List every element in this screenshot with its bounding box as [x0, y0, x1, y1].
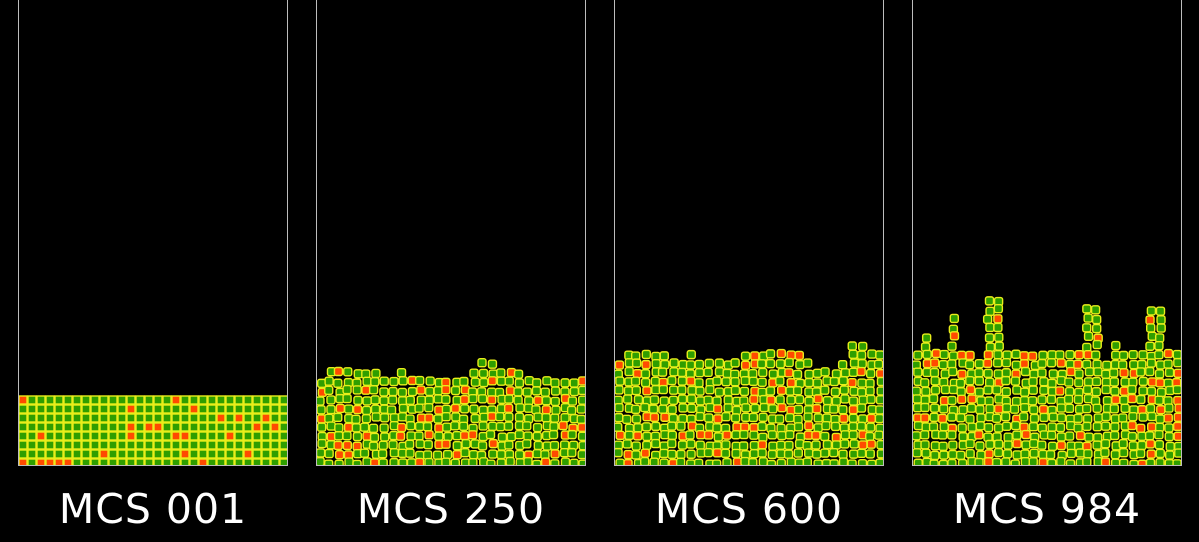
panel-caption: MCS 600	[654, 485, 844, 533]
panel-mcs-600: MCS 600	[614, 0, 884, 542]
cell-tissue-view	[615, 341, 883, 465]
cell-tissue-view	[317, 358, 585, 465]
simulation-frame	[614, 0, 884, 466]
panel-mcs-250: MCS 250	[316, 0, 586, 542]
panel-mcs-984: MCS 984	[912, 0, 1182, 542]
panel-caption: MCS 001	[58, 485, 248, 533]
panel-caption: MCS 250	[356, 485, 546, 533]
simulation-frame	[18, 0, 288, 466]
simulation-frame	[316, 0, 586, 466]
cell-tissue-view	[19, 395, 287, 465]
panel-mcs-001: MCS 001	[18, 0, 288, 542]
simulation-frame	[912, 0, 1182, 466]
panel-caption: MCS 984	[952, 485, 1142, 533]
cell-tissue-view	[913, 296, 1181, 465]
